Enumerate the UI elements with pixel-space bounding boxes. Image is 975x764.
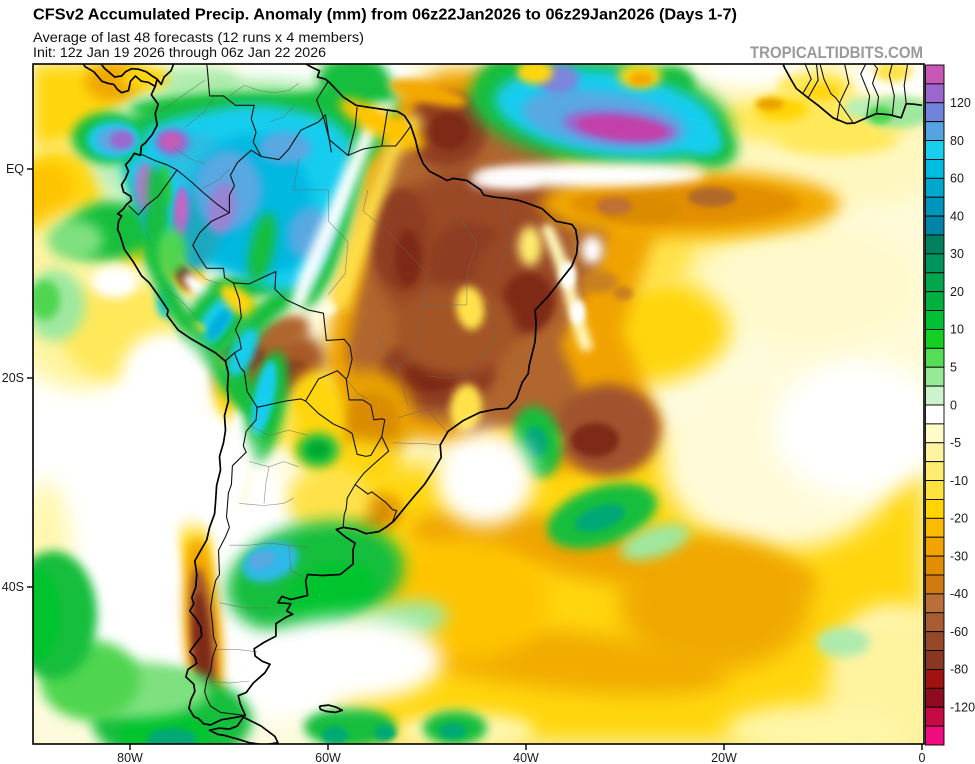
svg-text:20S: 20S bbox=[2, 371, 24, 385]
svg-text:-40: -40 bbox=[950, 587, 968, 601]
svg-text:80W: 80W bbox=[117, 751, 143, 764]
svg-text:-20: -20 bbox=[950, 512, 968, 526]
svg-text:20: 20 bbox=[950, 285, 964, 299]
svg-text:60: 60 bbox=[950, 172, 964, 186]
svg-text:40W: 40W bbox=[513, 751, 539, 764]
svg-text:0: 0 bbox=[919, 751, 926, 764]
svg-text:-120: -120 bbox=[950, 701, 975, 715]
svg-text:5: 5 bbox=[950, 361, 957, 375]
svg-text:Average of last 48 forecasts (: Average of last 48 forecasts (12 runs x … bbox=[33, 30, 364, 45]
svg-text:80: 80 bbox=[950, 134, 964, 148]
svg-text:30: 30 bbox=[950, 247, 964, 261]
svg-text:-5: -5 bbox=[950, 436, 961, 450]
svg-text:-60: -60 bbox=[950, 625, 968, 639]
svg-text:40S: 40S bbox=[2, 580, 24, 594]
svg-text:-80: -80 bbox=[950, 663, 968, 677]
svg-text:EQ: EQ bbox=[6, 162, 24, 176]
svg-text:Init: 12z Jan 19 2026 through: Init: 12z Jan 19 2026 through 06z Jan 22… bbox=[33, 45, 326, 60]
svg-text:TROPICALTIDBITS.COM: TROPICALTIDBITS.COM bbox=[750, 43, 923, 62]
svg-text:20W: 20W bbox=[711, 751, 737, 764]
svg-text:CFSv2 Accumulated Precip. Anom: CFSv2 Accumulated Precip. Anomaly (mm) f… bbox=[33, 7, 737, 24]
svg-text:60W: 60W bbox=[315, 751, 341, 764]
svg-text:0: 0 bbox=[950, 398, 957, 412]
svg-text:-30: -30 bbox=[950, 549, 968, 563]
svg-text:120: 120 bbox=[950, 96, 971, 110]
svg-text:10: 10 bbox=[950, 323, 964, 337]
svg-text:-10: -10 bbox=[950, 474, 968, 488]
svg-text:40: 40 bbox=[950, 209, 964, 223]
